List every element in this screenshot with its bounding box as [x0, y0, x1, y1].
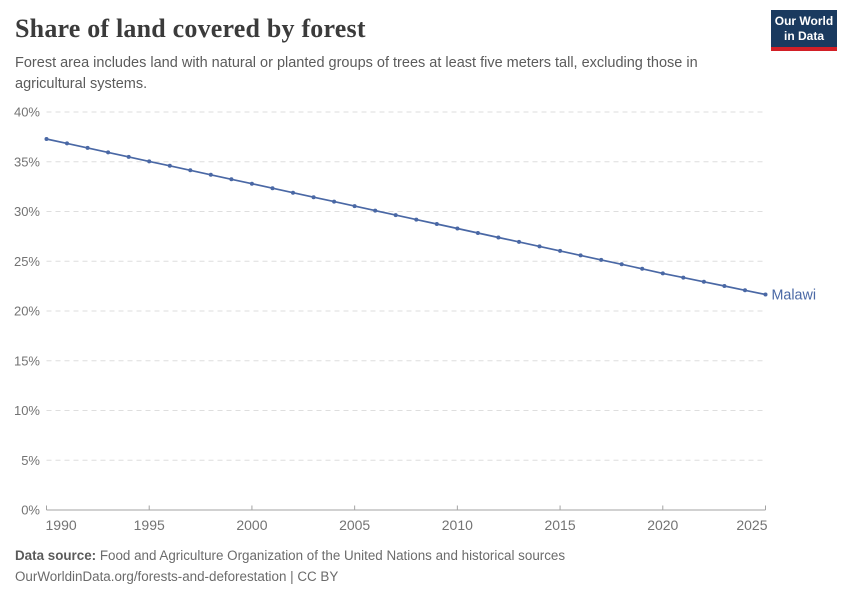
- data-point-2014[interactable]: [537, 244, 542, 249]
- data-point-2005[interactable]: [352, 204, 357, 209]
- y-axis-tick-label-5: 5%: [21, 453, 40, 468]
- data-point-2007[interactable]: [393, 213, 398, 218]
- owid-logo-line1: Our World: [774, 13, 834, 28]
- data-point-2008[interactable]: [414, 217, 419, 222]
- x-axis-tick-label-2000: 2000: [236, 517, 267, 533]
- data-point-2023[interactable]: [722, 284, 727, 288]
- x-axis-tick-label-2010: 2010: [442, 517, 473, 533]
- data-point-1993[interactable]: [106, 150, 111, 155]
- data-source-label: Data source:: [15, 548, 97, 563]
- data-point-2009[interactable]: [434, 222, 439, 226]
- data-point-2021[interactable]: [681, 275, 686, 280]
- y-axis-tick-label-25: 25%: [14, 254, 40, 269]
- data-point-2025[interactable]: [763, 292, 768, 297]
- owid-logo[interactable]: Our World in Data: [771, 10, 837, 51]
- data-point-1998[interactable]: [208, 172, 213, 177]
- data-point-1994[interactable]: [126, 154, 131, 159]
- y-axis-tick-label-10: 10%: [14, 403, 40, 418]
- data-point-1991[interactable]: [65, 141, 69, 146]
- data-point-1999[interactable]: [229, 177, 234, 182]
- data-point-1997[interactable]: [188, 168, 193, 173]
- data-point-2020[interactable]: [660, 271, 665, 276]
- data-point-2003[interactable]: [311, 195, 316, 200]
- data-point-1992[interactable]: [85, 145, 90, 150]
- data-point-2024[interactable]: [743, 288, 747, 293]
- data-point-2016[interactable]: [578, 253, 583, 258]
- data-source-text: Food and Agriculture Organization of the…: [99, 548, 566, 563]
- data-point-2004[interactable]: [332, 199, 337, 204]
- data-point-1990[interactable]: [44, 137, 49, 141]
- data-source-line: Data source: Food and Agriculture Organi…: [15, 546, 565, 567]
- data-point-2013[interactable]: [517, 239, 521, 244]
- data-point-2011[interactable]: [475, 231, 480, 235]
- data-point-2012[interactable]: [496, 235, 501, 240]
- data-point-2018[interactable]: [619, 262, 624, 267]
- x-axis-tick-label-2025: 2025: [736, 517, 767, 533]
- owid-logo-line2: in Data: [783, 28, 824, 43]
- page-title: Share of land covered by forest: [15, 14, 366, 43]
- data-point-2001[interactable]: [270, 186, 275, 191]
- x-axis-tick-label-1990: 1990: [46, 517, 77, 533]
- data-point-2002[interactable]: [291, 190, 295, 195]
- y-axis-tick-label-15: 15%: [14, 353, 40, 368]
- y-axis-tick-label-40: 40%: [14, 105, 40, 120]
- data-point-2022[interactable]: [701, 279, 706, 284]
- y-axis-tick-label-30: 30%: [14, 204, 40, 219]
- cc-by-link[interactable]: CC BY: [297, 568, 339, 584]
- series-line-malawi[interactable]: [45, 138, 767, 296]
- y-axis-tick-label-20: 20%: [14, 304, 40, 319]
- owid-url-link[interactable]: OurWorldinData.org/forests-and-deforesta…: [15, 568, 287, 584]
- data-point-2017[interactable]: [599, 257, 604, 262]
- x-axis-tick-label-2015: 2015: [544, 517, 575, 533]
- data-point-2015[interactable]: [558, 248, 563, 253]
- data-point-2010[interactable]: [455, 226, 460, 231]
- data-point-1995[interactable]: [147, 159, 152, 164]
- x-axis-tick-label-2005: 2005: [339, 517, 370, 533]
- data-point-2006[interactable]: [373, 208, 378, 213]
- license-line: OurWorldinData.org/forests-and-deforesta…: [15, 567, 565, 588]
- data-point-1996[interactable]: [167, 163, 172, 168]
- data-point-2019[interactable]: [640, 266, 645, 271]
- license-separator: |: [290, 568, 294, 584]
- x-axis-tick-label-2020: 2020: [647, 517, 678, 533]
- series-entity-label[interactable]: Malawi: [772, 287, 817, 303]
- y-axis-tick-label-0: 0%: [21, 503, 40, 518]
- x-axis-tick-label-1995: 1995: [134, 517, 165, 533]
- chart-footer: Data source: Food and Agriculture Organi…: [15, 546, 565, 588]
- chart-subtitle: Forest area includes land with natural o…: [15, 55, 698, 92]
- data-point-2000[interactable]: [249, 181, 254, 186]
- y-axis-tick-label-35: 35%: [14, 154, 40, 169]
